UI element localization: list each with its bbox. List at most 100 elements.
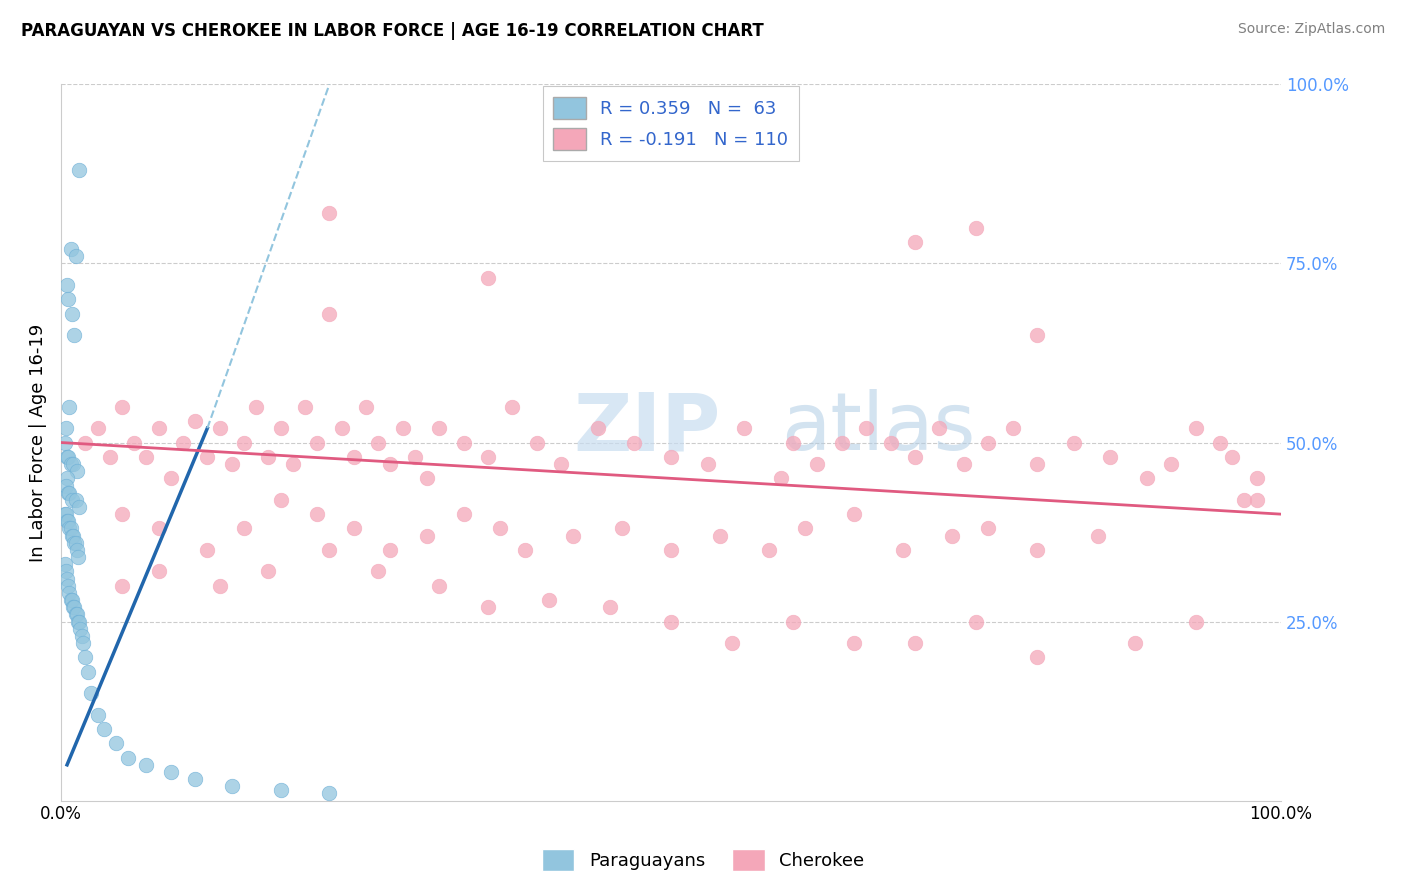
Point (208, 579, 231, 593)
Point (489, 521, 512, 535)
Point (111, 507, 134, 521)
Point (184, 772, 207, 786)
Point (782, 435, 804, 450)
Point (62, 457, 84, 471)
Point (221, 457, 243, 471)
Point (67, 500, 90, 514)
Point (58, 521, 80, 535)
Point (59, 242, 82, 256)
Point (65, 536, 87, 550)
Point (56, 572, 79, 586)
Point (794, 521, 817, 535)
Point (1087, 528, 1109, 542)
Point (1246, 492, 1268, 507)
Point (1246, 471, 1268, 485)
Point (60, 307, 83, 321)
Point (104, 736, 127, 750)
Point (623, 435, 645, 450)
Point (318, 543, 340, 558)
Point (53, 558, 76, 572)
Point (586, 421, 609, 435)
Point (66, 543, 89, 558)
Point (270, 421, 292, 435)
Point (63, 536, 86, 550)
Point (257, 450, 280, 464)
Point (111, 579, 134, 593)
Point (63, 328, 86, 343)
Point (148, 421, 170, 435)
Point (733, 421, 755, 435)
Point (1001, 421, 1024, 435)
Point (56, 450, 79, 464)
Point (367, 435, 389, 450)
Point (72, 636, 94, 650)
Point (195, 543, 218, 558)
Point (117, 750, 139, 764)
Point (70, 629, 93, 643)
Point (1233, 492, 1256, 507)
Point (59, 521, 82, 535)
Point (1063, 435, 1085, 450)
Point (842, 507, 865, 521)
Point (831, 435, 853, 450)
Point (1026, 650, 1049, 665)
Text: Source: ZipAtlas.com: Source: ZipAtlas.com (1237, 22, 1385, 37)
Point (221, 779, 243, 793)
Legend: Paraguayans, Cherokee: Paraguayans, Cherokee (534, 842, 872, 879)
Point (721, 636, 744, 650)
Point (453, 435, 475, 450)
Text: ZIP: ZIP (574, 389, 721, 467)
Point (367, 565, 389, 579)
Point (806, 457, 828, 471)
Point (60, 492, 83, 507)
Point (904, 636, 927, 650)
Point (404, 450, 426, 464)
Point (391, 421, 413, 435)
Point (58, 586, 80, 600)
Point (659, 615, 682, 629)
Point (562, 528, 585, 542)
Point (80, 686, 103, 700)
Point (891, 543, 914, 558)
Y-axis label: In Labor Force | Age 16-19: In Labor Force | Age 16-19 (30, 324, 46, 562)
Point (66, 550, 89, 565)
Point (55, 565, 77, 579)
Point (65, 492, 87, 507)
Point (111, 400, 134, 414)
Point (65, 249, 87, 263)
Point (343, 450, 366, 464)
Point (354, 400, 377, 414)
Point (599, 600, 621, 615)
Point (148, 521, 170, 535)
Point (58, 485, 80, 500)
Point (135, 757, 157, 772)
Point (233, 435, 256, 450)
Point (1136, 471, 1159, 485)
Point (66, 615, 89, 629)
Point (427, 579, 450, 593)
Point (86, 707, 108, 722)
Point (148, 565, 170, 579)
Point (1026, 457, 1049, 471)
Point (58, 485, 80, 500)
Point (1026, 543, 1049, 558)
Point (977, 435, 1000, 450)
Point (307, 507, 329, 521)
Text: atlas: atlas (780, 389, 976, 467)
Point (56, 514, 79, 528)
Point (58, 450, 80, 464)
Point (69, 622, 91, 636)
Point (380, 457, 402, 471)
Point (60, 528, 83, 542)
Point (1160, 457, 1182, 471)
Point (58, 293, 80, 307)
Point (550, 457, 572, 471)
Point (709, 528, 731, 542)
Point (62, 600, 84, 615)
Point (294, 400, 316, 414)
Point (135, 450, 157, 464)
Point (98, 450, 121, 464)
Point (86, 421, 108, 435)
Point (60, 593, 83, 607)
Point (55, 478, 77, 492)
